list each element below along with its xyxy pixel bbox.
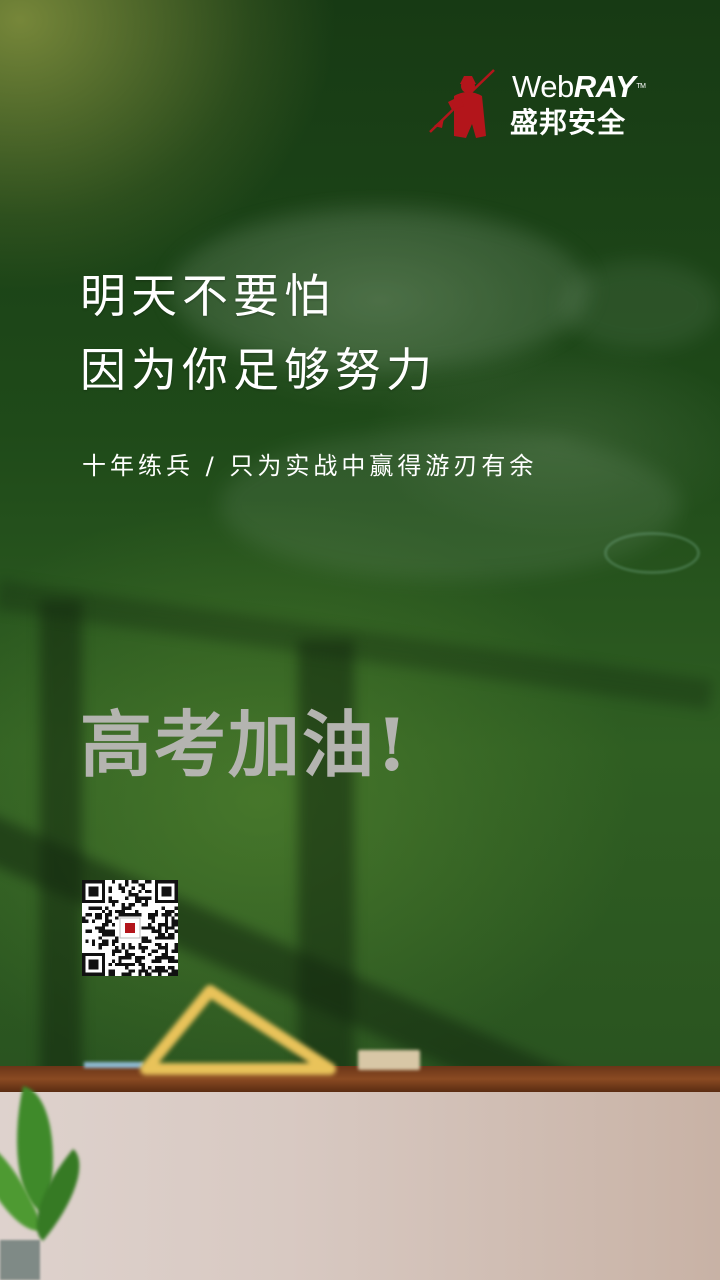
warrior-figure-icon	[429, 69, 495, 138]
wall	[0, 1092, 720, 1280]
slogan: 高考加油!	[80, 702, 410, 787]
chalk-piece	[84, 1062, 144, 1068]
headline-line-1: 明天不要怕	[80, 269, 335, 323]
chalk-smudge	[560, 260, 720, 350]
chalkboard-ledge	[0, 1066, 720, 1092]
eraser	[358, 1050, 420, 1070]
brand-logo: WebRAYTM 盛邦安全	[424, 66, 674, 142]
qr-code-icon	[82, 880, 178, 976]
chalk-smudge	[170, 210, 590, 370]
triangle-ruler-icon	[140, 985, 336, 1075]
plant-pot	[0, 1240, 40, 1280]
qr-code[interactable]	[82, 880, 178, 976]
headline-line-2: 因为你足够努力	[80, 343, 437, 397]
chalk-smudge	[220, 430, 680, 580]
brand-wordmark: WebRAYTM	[512, 69, 646, 104]
brand-chinese-name: 盛邦安全	[510, 106, 627, 139]
chalk-circle	[604, 532, 700, 574]
subline: 十年练兵 / 只为实战中赢得游刃有余	[82, 452, 538, 480]
